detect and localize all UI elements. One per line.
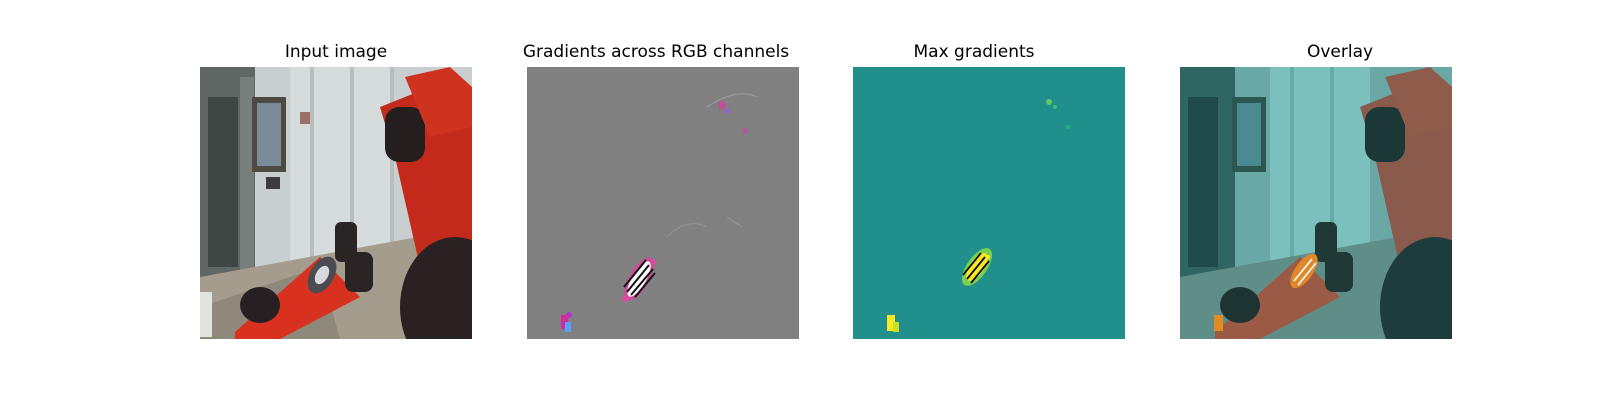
panel-title-input-image: Input image	[284, 42, 388, 62]
panel-title-gradients-rgb: Gradients across RGB channels	[522, 42, 790, 62]
input-image	[200, 67, 472, 339]
overlay-image	[1180, 67, 1452, 339]
max-gradients-panel	[853, 67, 1125, 339]
gradients-rgb-image	[527, 67, 799, 339]
overlay-panel	[1180, 67, 1452, 339]
gradients-rgb-panel	[527, 67, 799, 339]
panel-title-max-gradients: Max gradients	[913, 42, 1035, 62]
max-gradients-image	[853, 67, 1125, 339]
input-image-panel	[200, 67, 472, 339]
panel-title-overlay: Overlay	[1306, 42, 1374, 62]
